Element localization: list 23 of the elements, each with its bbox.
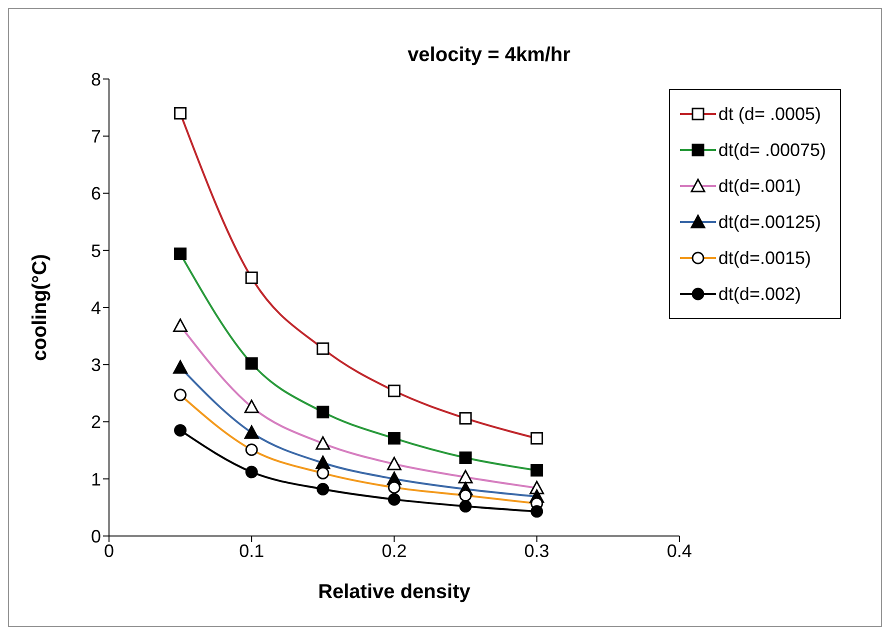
y-tick-label: 3 bbox=[90, 355, 101, 376]
y-tick-label: 0 bbox=[90, 526, 101, 546]
y-axis-title: cooling(°C) bbox=[29, 254, 52, 361]
x-tick-label: 0.1 bbox=[239, 540, 264, 561]
legend-label: dt(d=.002) bbox=[718, 284, 801, 304]
y-tick-label: 2 bbox=[90, 412, 101, 432]
x-tick-label: 0.4 bbox=[666, 540, 692, 561]
y-tick-label: 7 bbox=[90, 126, 101, 147]
x-axis-title: Relative density bbox=[318, 581, 472, 603]
x-tick-label: 0.3 bbox=[524, 540, 550, 561]
y-tick-label: 1 bbox=[90, 469, 101, 490]
legend-label: dt(d=.00125) bbox=[718, 212, 821, 232]
legend-label: dt (d= .0005) bbox=[718, 104, 821, 124]
y-tick-label: 4 bbox=[90, 298, 101, 318]
x-tick-label: 0.2 bbox=[382, 540, 407, 561]
y-tick-label: 5 bbox=[90, 240, 101, 261]
y-tick-label: 6 bbox=[90, 184, 101, 204]
x-tick-label: 0 bbox=[104, 540, 114, 561]
legend-label: dt(d=.0015) bbox=[718, 248, 811, 268]
chart-title: velocity = 4km/hr bbox=[406, 44, 572, 67]
legend-label: dt(d=.001) bbox=[718, 176, 801, 196]
y-tick-label: 8 bbox=[90, 69, 101, 90]
legend-label: dt(d= .00075) bbox=[718, 140, 826, 160]
